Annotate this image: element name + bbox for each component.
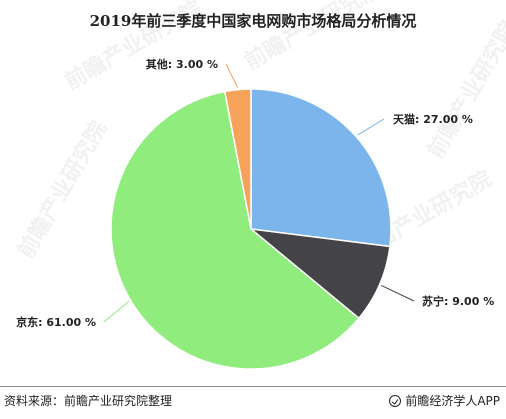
pie-slice-1: [250, 88, 392, 248]
label-connectors: [103, 63, 415, 323]
source-text: 资料来源：前瞻产业研究院整理: [4, 394, 173, 408]
label-connector-4: [225, 63, 239, 88]
pie-slice-3: [110, 90, 360, 370]
brand-credit: 前瞻经济学人APP: [389, 392, 500, 409]
label-connector-2: [381, 284, 415, 302]
data-label-2: 苏宁: 9.00 %: [422, 294, 494, 308]
label-connector-1: [357, 118, 385, 136]
chart-title: 2019年前三季度中国家电网购市场格局分析情况: [89, 12, 417, 30]
pie-slice-2: [248, 227, 391, 320]
data-label-4: 其他: 3.00 %: [146, 57, 218, 71]
watermark-6: 前瞻产业研究院: [423, 17, 506, 163]
pie-slices: [110, 88, 392, 370]
footer-divider: [0, 386, 506, 387]
data-label-1: 天猫: 27.00 %: [393, 112, 473, 126]
brand-text: 前瞻经济学人APP: [405, 394, 500, 408]
brand-logo-icon: [389, 394, 402, 407]
data-label-3: 京东: 61.00 %: [16, 315, 96, 329]
watermark-2: 前瞻产业研究院: [240, 0, 386, 75]
watermark-3: 前瞻产业研究院: [13, 117, 113, 263]
watermark-1: 前瞻产业研究院: [60, 0, 206, 95]
label-connector-3: [103, 300, 130, 323]
data-labels: 天猫: 27.00 % 苏宁: 9.00 % 京东: 61.00 % 其他: 3.00…: [16, 57, 494, 329]
pie-slice-4: [223, 88, 252, 230]
